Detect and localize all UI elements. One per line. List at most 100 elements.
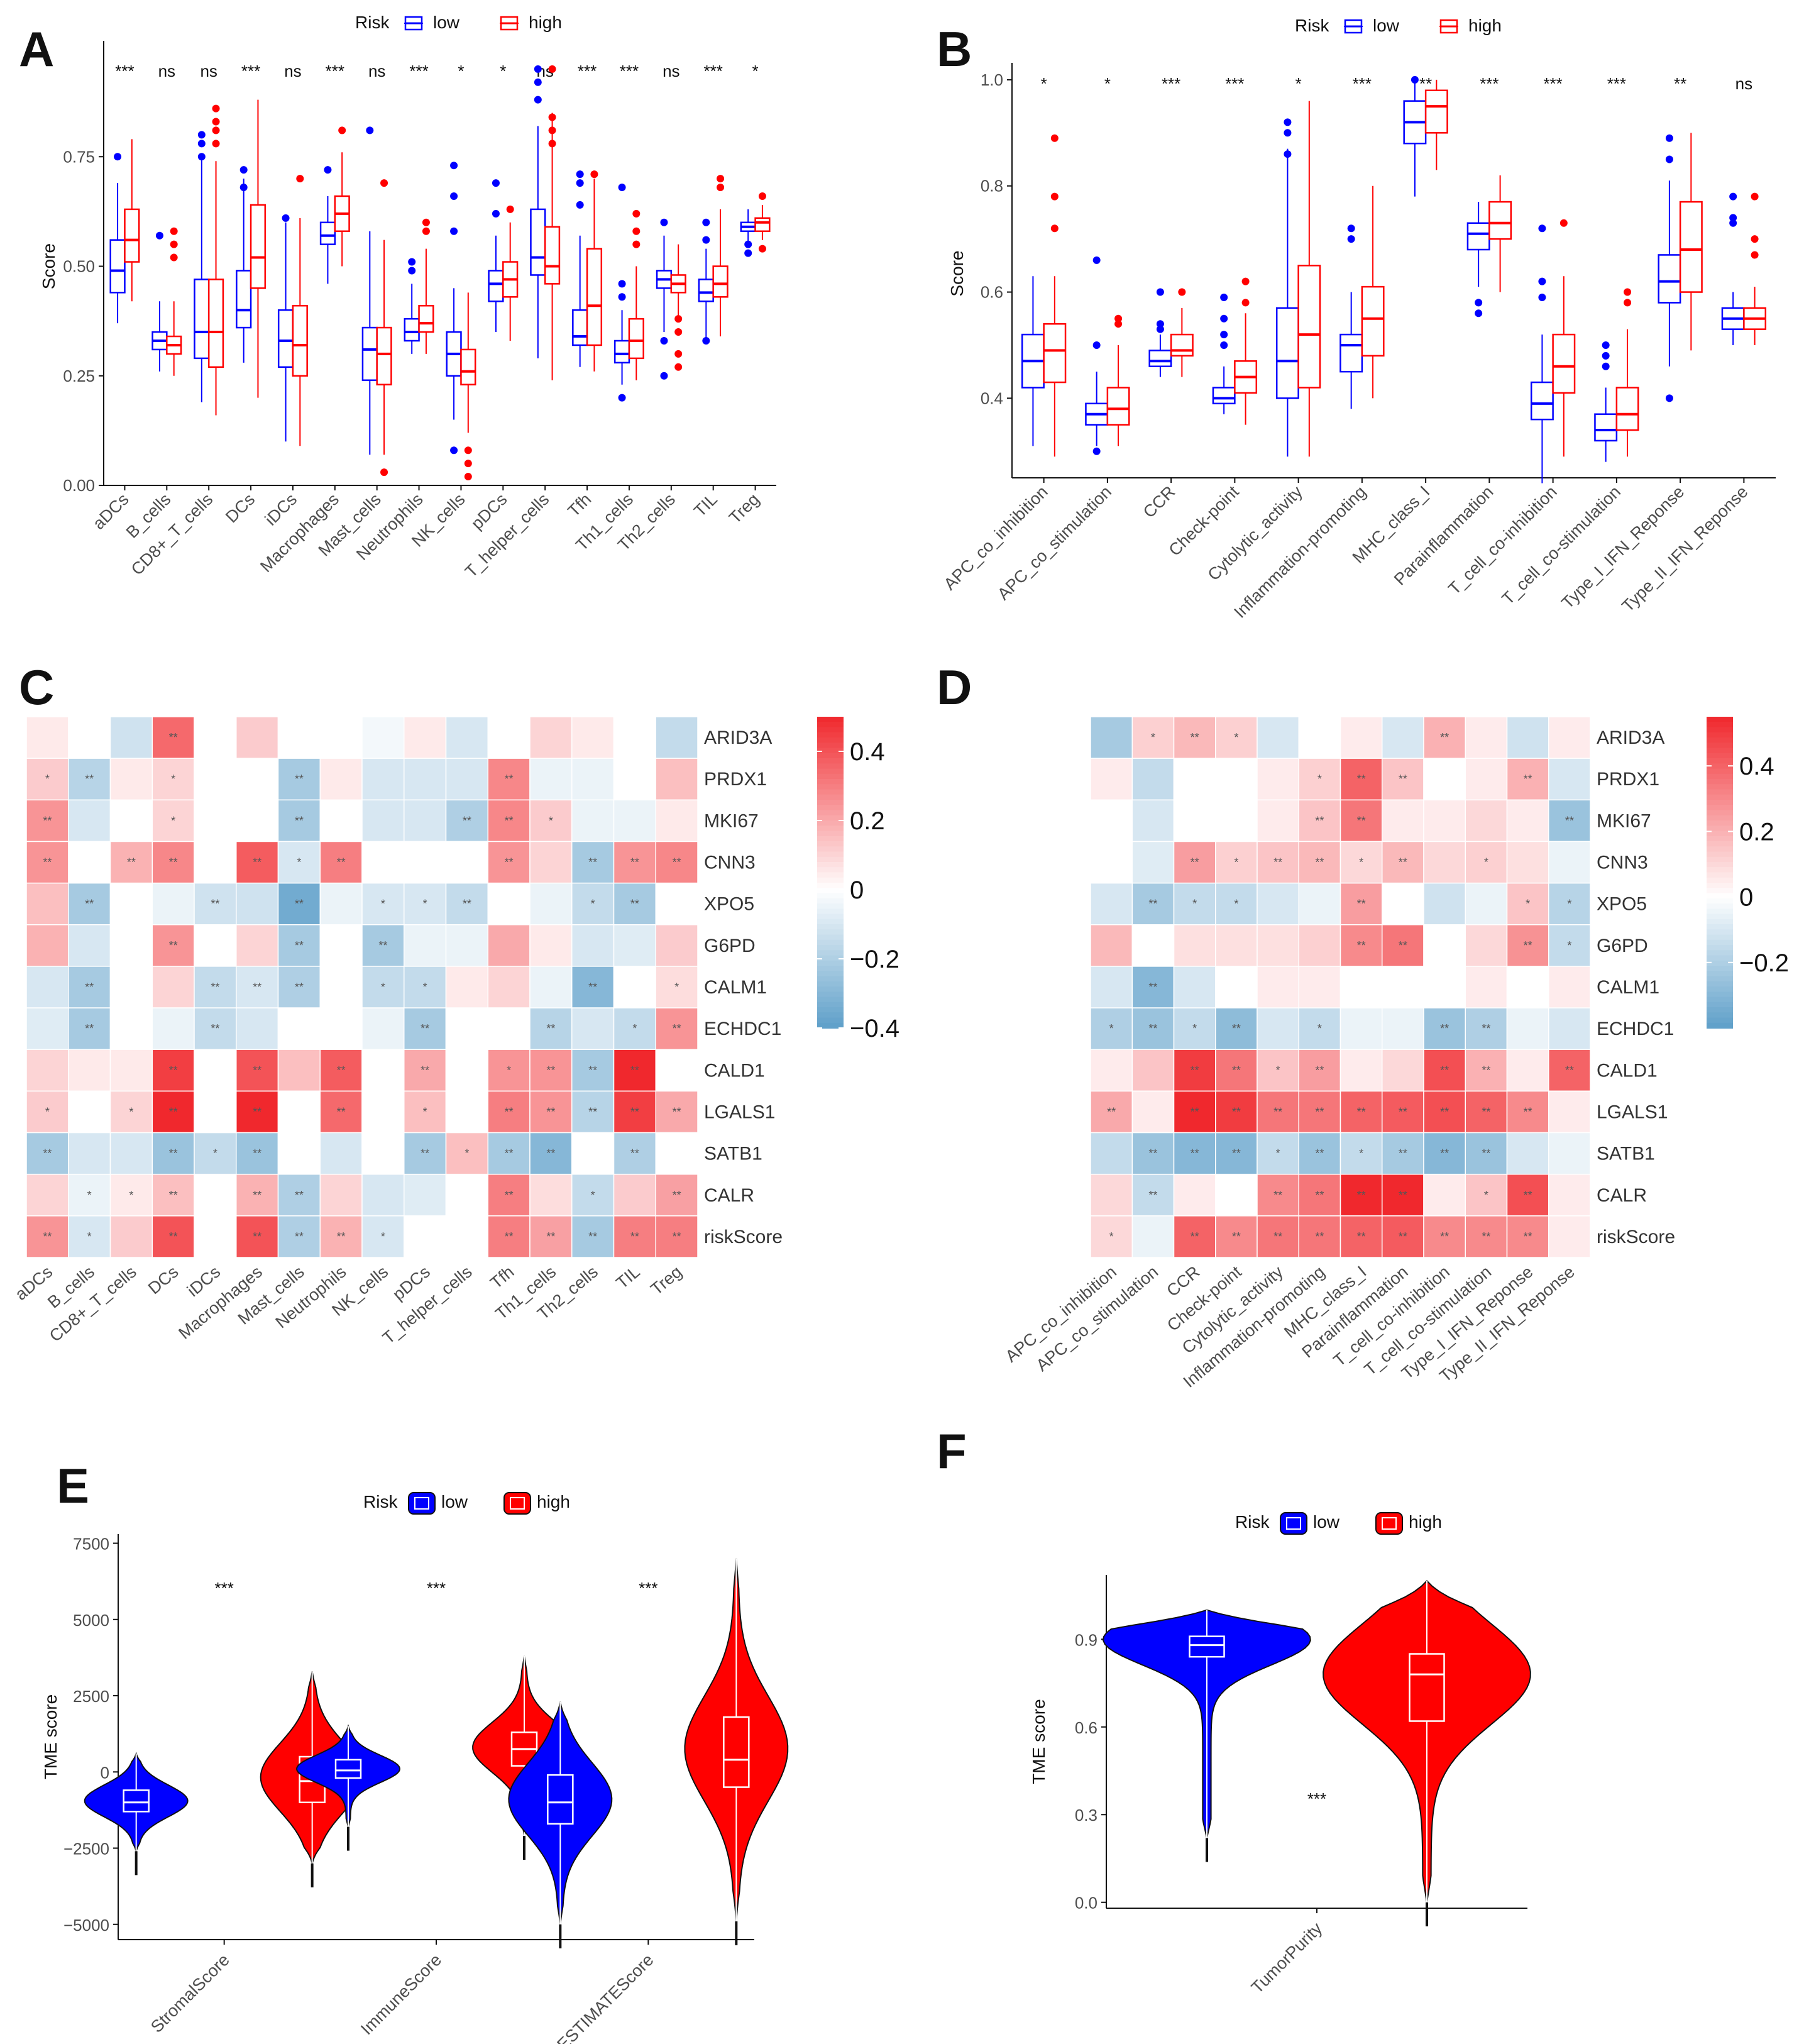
heat-cell [1131,966,1175,1008]
colorbar-label: 0.4 [1739,753,1774,780]
colorbar-segment [1707,1002,1733,1008]
heat-cell [1548,1090,1591,1134]
cell-significance: ** [169,939,178,952]
row-label: SATB1 [1597,1144,1655,1164]
x-tick-label: Treg [725,490,763,528]
cell-significance: ** [1524,1189,1532,1202]
heat-cell [529,924,573,967]
row-label: CALD1 [704,1060,765,1081]
legend-label-low: low [441,1492,468,1511]
colorbar-segment [817,722,844,728]
heat-cell [151,882,195,925]
heat-cell [655,1173,698,1217]
outlier-high [1559,219,1568,227]
cell-significance: ** [1273,1105,1282,1118]
heat-cell [1298,1090,1341,1134]
heat-cell [1173,1132,1216,1175]
colorbar-segment [1707,981,1733,987]
colorbar-segment [817,794,844,800]
row-label: CALM1 [704,977,767,998]
violin-box-high [1409,1653,1445,1722]
heat-cell [655,841,698,884]
colorbar-segment [1707,836,1733,842]
colorbar-segment [1707,960,1733,966]
heat-cell [1548,758,1591,801]
outlier-high [1751,192,1759,201]
cell-significance: ** [295,898,304,910]
outlier-low [1729,214,1737,222]
outlier-high [758,192,766,200]
heat-cell [361,1007,405,1050]
cell-significance: ** [1482,1147,1490,1160]
heat-cell [613,924,656,967]
outlier-high [590,170,598,179]
colorbar-segment [817,1022,844,1029]
outlier-high [674,315,683,323]
heat-cell [194,882,237,925]
heat-cell [1465,1049,1508,1092]
colorbar-segment [817,1012,844,1019]
cell-significance: ** [253,1189,261,1202]
heat-cell [1173,1173,1216,1217]
heat-cell [1465,841,1508,884]
heat-cell [529,1132,573,1175]
legend-label-high: high [1468,16,1502,35]
outlier-low [1538,277,1546,285]
significance-label: ** [1674,74,1686,93]
heat-cell [194,1173,237,1217]
heat-cell [1506,1049,1549,1092]
heat-cell [319,758,363,801]
colorbar-segment [1707,841,1733,848]
heat-cell [26,758,69,801]
colorbar-segment [1707,768,1733,775]
heat-cell [1173,924,1216,967]
heat-cell [1423,1090,1466,1134]
outlier-low [618,184,626,192]
outlier-low [534,65,542,73]
cell-significance: ** [1148,981,1157,993]
cell-significance: * [1151,731,1155,744]
outlier-high [1624,288,1632,296]
cell-significance: ** [337,1105,346,1118]
outlier-high [674,350,683,358]
outlier-high [548,140,556,148]
cell-significance: ** [1232,1105,1241,1118]
cell-significance: * [591,1189,595,1202]
colorbar-segment [817,737,844,744]
box-low [361,326,378,381]
cell-significance: ** [1524,1230,1532,1243]
colorbar-segment [1707,898,1733,904]
cell-significance: * [381,1230,385,1243]
outlier-low [1602,351,1610,360]
heat-cell [445,1090,488,1134]
heat-cell [1339,1049,1383,1092]
cell-significance: * [632,1022,637,1035]
heat-cell [487,1049,531,1092]
heat-cell [151,1090,195,1134]
heat-cell [1298,1215,1341,1258]
heat-cell [1465,924,1508,967]
violin-box-low [123,1789,150,1813]
heat-cell [1465,799,1508,842]
cell-significance: * [1567,939,1571,952]
heat-cell [109,1215,153,1258]
box-low [1658,254,1681,304]
heat-cell [404,758,447,801]
box-low [530,208,546,276]
colorbar-segment [1707,877,1733,883]
heat-cell [1215,758,1258,801]
outlier-high [170,240,178,248]
heat-cell [1339,841,1383,884]
y-tick-label: 0.3 [1075,1806,1097,1825]
outlier-low [660,336,668,345]
heat-cell [1131,1215,1175,1258]
box-high [1615,387,1639,431]
heat-cell [1548,1049,1591,1092]
significance-label: *** [704,62,723,80]
cell-significance: ** [169,731,178,744]
heat-cell [1298,966,1341,1008]
outlier-high [170,253,178,262]
heat-cell [1506,799,1549,842]
heat-cell [236,758,279,801]
cell-significance: ** [1107,1105,1116,1118]
